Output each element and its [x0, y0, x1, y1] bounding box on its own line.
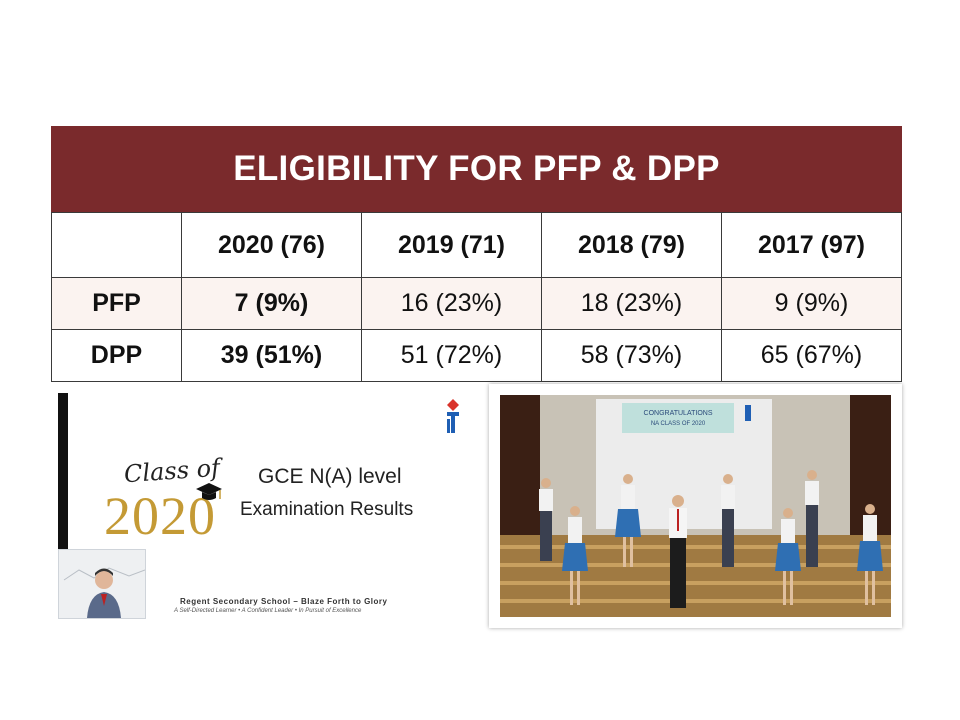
student-figure [539, 478, 553, 561]
header-cell: 2019 (71) [361, 212, 542, 278]
student-figure [805, 470, 819, 567]
exam-title-line1: GCE N(A) level [258, 465, 402, 488]
school-motto: A Self-Directed Learner • A Confident Le… [174, 608, 362, 614]
student-figure [562, 506, 588, 605]
row-label: PFP [51, 277, 182, 330]
graduation-photo-frame: CONGRATULATIONS NA CLASS OF 2020 [489, 384, 902, 628]
header-cell: 2017 (97) [721, 212, 902, 278]
exam-title-line2: Examination Results [240, 499, 414, 520]
school-name: Regent Secondary School – Blaze Forth to… [180, 597, 388, 606]
table-cell: 18 (23%) [541, 277, 722, 330]
table-cell: 16 (23%) [361, 277, 542, 330]
results-grid: 2020 (76) 2019 (71) 2018 (79) 2017 (97) … [51, 212, 902, 382]
student-figure [857, 504, 883, 605]
table-cell: 7 (9%) [181, 277, 362, 330]
table-cell: 9 (9%) [721, 277, 902, 330]
results-slide-screenshot: Class of 2020 GCE N(A) level Examination… [58, 393, 470, 621]
graduation-cap-icon [196, 483, 222, 500]
screen-banner-line2: NA CLASS OF 2020 [651, 421, 706, 427]
slide-left-edge [58, 393, 68, 563]
header-cell [51, 212, 182, 278]
teacher-figure [669, 495, 687, 608]
table-row-dpp: DPP 39 (51%) 51 (72%) 58 (73%) 65 (67%) [51, 329, 902, 382]
class-year: 2020 [104, 486, 216, 546]
table-title: ELIGIBILITY FOR PFP & DPP [51, 126, 902, 212]
table-cell: 58 (73%) [541, 329, 722, 382]
header-cell: 2020 (76) [181, 212, 362, 278]
eligibility-table: ELIGIBILITY FOR PFP & DPP 2020 (76) 2019… [51, 126, 902, 382]
row-label: DPP [51, 329, 182, 382]
table-cell: 51 (72%) [361, 329, 542, 382]
table-cell: 65 (67%) [721, 329, 902, 382]
screen-banner-line1: CONGRATULATIONS [644, 410, 713, 417]
header-row: 2020 (76) 2019 (71) 2018 (79) 2017 (97) [51, 212, 902, 278]
table-row-pfp: PFP 7 (9%) 16 (23%) 18 (23%) 9 (9%) [51, 277, 902, 330]
student-figure [615, 474, 641, 567]
school-logo-icon [447, 399, 459, 433]
header-cell: 2018 (79) [541, 212, 722, 278]
webcam-thumbnail [58, 549, 146, 619]
table-cell: 39 (51%) [181, 329, 362, 382]
student-figure [721, 474, 735, 567]
speaker-video [59, 550, 145, 618]
graduation-photo: CONGRATULATIONS NA CLASS OF 2020 [500, 395, 891, 617]
student-figure [775, 508, 801, 605]
stage-photo: CONGRATULATIONS NA CLASS OF 2020 [500, 395, 891, 617]
